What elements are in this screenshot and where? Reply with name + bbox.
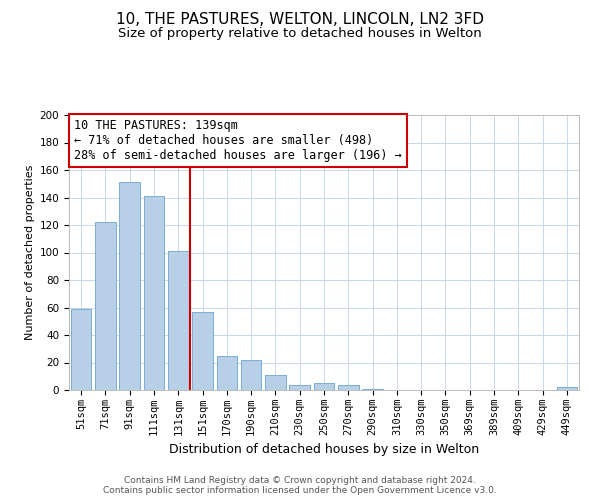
Bar bbox=[362, 388, 383, 390]
Text: 10 THE PASTURES: 139sqm
← 71% of detached houses are smaller (498)
28% of semi-d: 10 THE PASTURES: 139sqm ← 71% of detache… bbox=[74, 119, 402, 162]
Bar bbox=[557, 387, 577, 390]
Bar bbox=[168, 251, 188, 390]
Bar bbox=[338, 384, 359, 390]
Bar bbox=[241, 360, 262, 390]
Bar bbox=[119, 182, 140, 390]
Text: Size of property relative to detached houses in Welton: Size of property relative to detached ho… bbox=[118, 28, 482, 40]
Bar bbox=[314, 383, 334, 390]
Y-axis label: Number of detached properties: Number of detached properties bbox=[25, 165, 35, 340]
Text: Contains HM Land Registry data © Crown copyright and database right 2024.
Contai: Contains HM Land Registry data © Crown c… bbox=[103, 476, 497, 495]
Bar bbox=[192, 312, 213, 390]
Bar bbox=[71, 309, 91, 390]
X-axis label: Distribution of detached houses by size in Welton: Distribution of detached houses by size … bbox=[169, 444, 479, 456]
Text: 10, THE PASTURES, WELTON, LINCOLN, LN2 3FD: 10, THE PASTURES, WELTON, LINCOLN, LN2 3… bbox=[116, 12, 484, 28]
Bar bbox=[289, 384, 310, 390]
Bar bbox=[95, 222, 116, 390]
Bar bbox=[143, 196, 164, 390]
Bar bbox=[265, 375, 286, 390]
Bar bbox=[217, 356, 237, 390]
